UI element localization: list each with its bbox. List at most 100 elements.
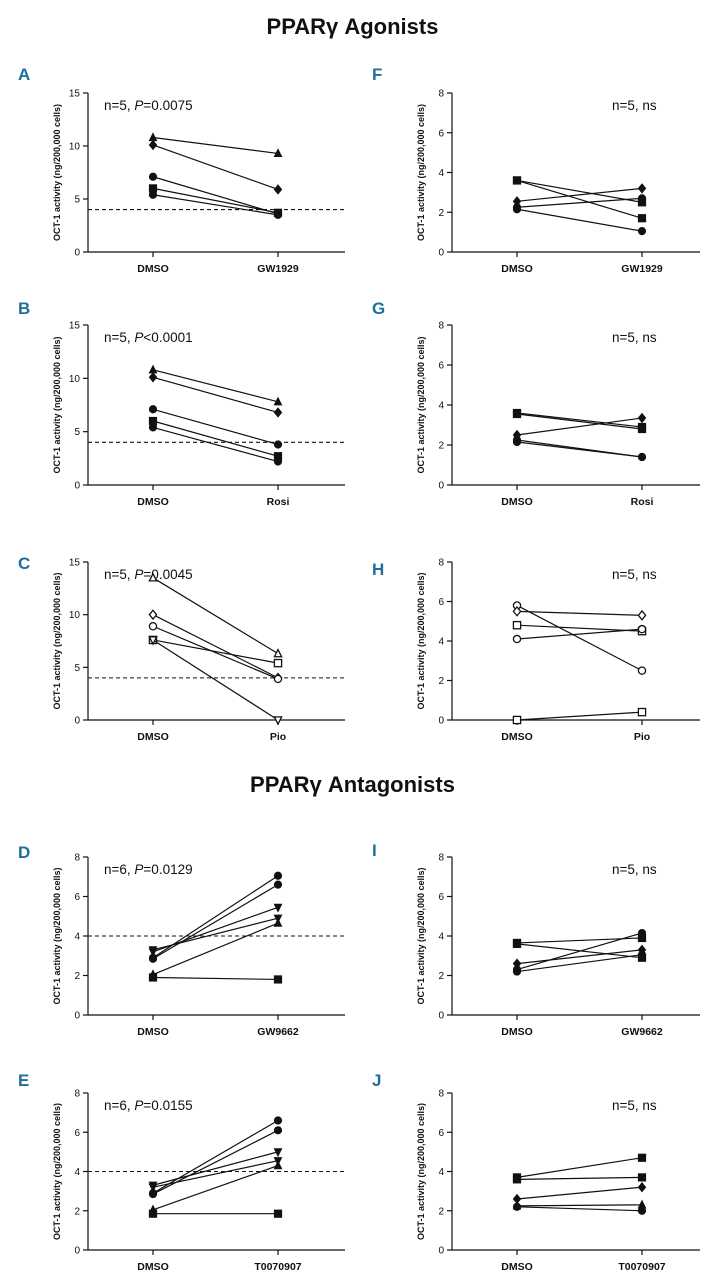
- series-4: [148, 416, 283, 461]
- data-point: [273, 658, 283, 668]
- annotation-text: n=5,: [104, 98, 134, 113]
- annotation: n=5, ns: [612, 330, 657, 345]
- annotation-p-value: =0.0129: [143, 862, 192, 877]
- data-point: [273, 674, 283, 684]
- panel-letter: I: [372, 841, 377, 860]
- panel-letter: C: [18, 554, 30, 573]
- y-tick-label: 4: [438, 168, 444, 179]
- x-tick-label: T0070907: [618, 1261, 665, 1273]
- y-tick-label: 6: [74, 1128, 80, 1139]
- annotation: n=5, P<0.0001: [104, 330, 193, 345]
- series-line: [152, 1151, 279, 1186]
- chart-panel-j: J OCT-1 activity (ng/200,000 cells) 0 2 4 6 8 D…: [372, 1071, 700, 1273]
- data-point: [148, 973, 158, 982]
- y-tick-label: 4: [74, 932, 80, 943]
- series-line: [516, 197, 643, 208]
- chart-panel-d: D OCT-1 activity (ng/200,000 cells) 0 2 4 6 8 D…: [18, 843, 345, 1038]
- series-3: [148, 405, 283, 449]
- series-4: [512, 194, 647, 212]
- series-5: [148, 917, 283, 979]
- series-line: [516, 1186, 643, 1200]
- series-line: [152, 639, 279, 721]
- y-tick-label: 0: [74, 248, 80, 259]
- y-axis-label: OCT-1 activity (ng/200,000 cells): [416, 867, 426, 1004]
- y-tick-label: 8: [74, 1089, 80, 1100]
- chart-panel-h: H OCT-1 activity (ng/200,000 cells) 0 2 4 6 8 D…: [372, 558, 700, 743]
- series-5: [148, 1160, 283, 1214]
- x-tick-label: Pio: [634, 731, 650, 743]
- series-4: [148, 635, 283, 668]
- data-point: [273, 716, 283, 726]
- data-point: [512, 1202, 522, 1211]
- data-point: [512, 967, 522, 976]
- y-tick-label: 4: [438, 1167, 444, 1178]
- data-point: [637, 424, 647, 434]
- annotation-p-value: =0.0075: [143, 98, 192, 113]
- y-axis-label: OCT-1 activity (ng/200,000 cells): [416, 104, 426, 241]
- series-line: [152, 136, 279, 155]
- series-3: [512, 412, 647, 441]
- y-tick-label: 15: [69, 321, 81, 332]
- x-tick-label: DMSO: [137, 263, 169, 275]
- chart-panel-e: E OCT-1 activity (ng/200,000 cells) 0 2 4 6 8 D…: [18, 1071, 345, 1273]
- data-point: [512, 634, 522, 644]
- data-point: [148, 132, 158, 142]
- data-point: [273, 648, 283, 658]
- panel-letter: E: [18, 1071, 29, 1090]
- y-tick-label: 0: [438, 1246, 444, 1257]
- chart-panel-a: A OCT-1 activity (ng/200,000 cells) 0 5 10 15…: [18, 65, 345, 275]
- annotation-text: n=5,: [104, 330, 134, 345]
- x-tick-label: DMSO: [137, 1026, 169, 1038]
- series-line: [152, 420, 279, 457]
- annotation: n=5, ns: [612, 98, 657, 113]
- y-tick-label: 5: [74, 663, 80, 674]
- series-line: [516, 412, 643, 428]
- y-tick-label: 0: [438, 1011, 444, 1022]
- series-4: [148, 914, 283, 956]
- y-tick-label: 2: [438, 676, 444, 687]
- annotation-p-symbol: P: [134, 567, 143, 582]
- data-point: [273, 210, 283, 219]
- data-point: [637, 1173, 647, 1182]
- data-point: [637, 183, 647, 194]
- series-line: [152, 1119, 279, 1194]
- data-point: [637, 707, 647, 717]
- series-line: [516, 932, 643, 971]
- series-line: [516, 624, 643, 632]
- x-tick-label: Rosi: [267, 496, 290, 508]
- y-tick-label: 8: [438, 1089, 444, 1100]
- y-tick-label: 8: [438, 89, 444, 100]
- data-point: [637, 1182, 647, 1193]
- y-tick-label: 2: [438, 971, 444, 982]
- data-point: [273, 407, 283, 418]
- series-1: [512, 1153, 647, 1182]
- x-tick-label: DMSO: [137, 496, 169, 508]
- series-line: [516, 949, 643, 965]
- x-tick-label: T0070907: [254, 1261, 301, 1273]
- data-point: [148, 372, 158, 383]
- series-4: [148, 184, 283, 217]
- y-axis-label: OCT-1 activity (ng/200,000 cells): [52, 336, 62, 473]
- y-axis-label: OCT-1 activity (ng/200,000 cells): [416, 572, 426, 709]
- series-5: [512, 437, 647, 462]
- x-tick-label: DMSO: [501, 496, 533, 508]
- y-tick-label: 4: [74, 1167, 80, 1178]
- data-point: [637, 666, 647, 675]
- series-5: [512, 950, 647, 976]
- data-point: [273, 457, 283, 466]
- data-point: [637, 452, 647, 462]
- data-point: [637, 214, 647, 223]
- data-point: [148, 946, 158, 956]
- data-point: [512, 620, 522, 630]
- annotation-text: n=6,: [104, 1098, 134, 1113]
- antagonists-title: PPARγ Antagonists: [250, 772, 455, 797]
- data-point: [637, 928, 647, 938]
- y-tick-label: 10: [69, 610, 81, 621]
- data-point: [637, 609, 647, 621]
- series-3: [148, 172, 283, 218]
- data-point: [637, 412, 647, 424]
- annotation-text: n=5, ns: [612, 330, 657, 345]
- y-tick-label: 10: [69, 142, 81, 153]
- y-axis-label: OCT-1 activity (ng/200,000 cells): [52, 572, 62, 709]
- data-point: [512, 409, 522, 419]
